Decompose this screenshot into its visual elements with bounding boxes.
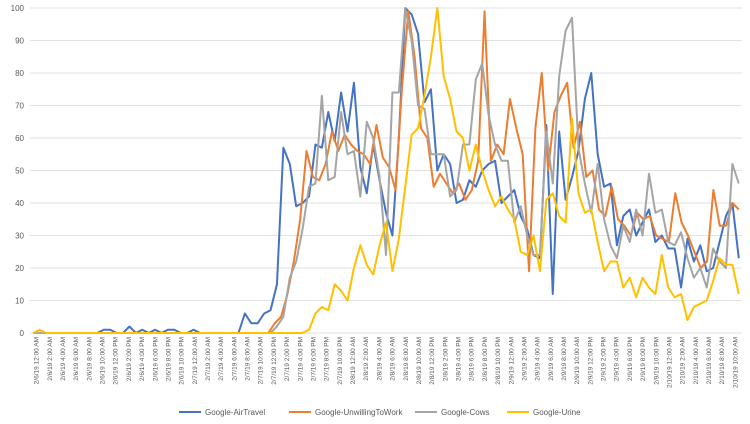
- x-tick-label: 2/8/19 12:00 PM: [429, 337, 436, 385]
- x-tick-label: 2/9/19 12:00 PM: [587, 337, 594, 385]
- x-tick-label: 2/7/19 12:00 AM: [192, 337, 199, 384]
- x-tick-label: 2/8/19 4:00 AM: [376, 337, 383, 381]
- y-tick-label: 60: [15, 134, 24, 143]
- y-tick-label: 30: [15, 232, 24, 241]
- legend-item: Google-Cows: [415, 408, 489, 417]
- x-tick-label: 2/9/19 2:00 AM: [521, 337, 528, 381]
- x-tick-label: 2/6/19 2:00 PM: [126, 337, 133, 381]
- legend-item: Google-UnwillingToWork: [289, 408, 403, 417]
- x-tick-label: 2/10/19 4:00 AM: [693, 337, 700, 384]
- x-tick-label: 2/10/19 6:00 AM: [706, 337, 713, 384]
- x-tick-label: 2/7/19 4:00 AM: [218, 337, 225, 381]
- x-tick-label: 2/9/19 4:00 PM: [614, 337, 621, 381]
- x-tick-label: 2/9/19 12:00 AM: [508, 337, 515, 384]
- x-tick-label: 2/8/19 2:00 AM: [363, 337, 370, 381]
- x-tick-label: 2/7/19 8:00 PM: [324, 337, 331, 381]
- y-tick-label: 0: [20, 329, 25, 338]
- x-tick-label: 2/8/19 6:00 AM: [390, 337, 397, 381]
- series-line-0: [33, 7, 740, 334]
- y-axis-ticks: 0 10 20 30 40 50 60 70 80 90 100: [11, 4, 25, 338]
- x-tick-label: 2/8/19 4:00 PM: [456, 337, 463, 381]
- x-tick-label: 2/9/19 10:00 AM: [574, 337, 581, 384]
- gridlines: [30, 7, 742, 334]
- x-tick-label: 2/9/19 6:00 AM: [548, 337, 555, 381]
- y-tick-label: 50: [15, 167, 24, 176]
- legend: Google-AirTravel Google-UnwillingToWork Go…: [179, 408, 581, 417]
- x-tick-label: 2/9/19 6:00 PM: [627, 337, 634, 381]
- x-tick-label: 2/8/19 2:00 PM: [442, 337, 449, 381]
- x-tick-label: 2/6/19 2:00 AM: [47, 337, 54, 381]
- x-tick-label: 2/6/19 8:00 PM: [165, 337, 172, 381]
- x-tick-label: 2/6/19 12:00 AM: [34, 337, 41, 384]
- x-tick-label: 2/9/19 8:00 AM: [561, 337, 568, 381]
- x-tick-label: 2/10/19 2:00 AM: [680, 337, 687, 384]
- x-tick-label: 2/6/19 8:00 AM: [86, 337, 93, 381]
- x-tick-label: 2/7/19 4:00 PM: [297, 337, 304, 381]
- x-tick-label: 2/6/19 10:00 PM: [179, 337, 186, 385]
- y-tick-label: 10: [15, 297, 24, 306]
- legend-label: Google-UnwillingToWork: [315, 408, 403, 417]
- series-line-3: [32, 7, 740, 334]
- x-tick-label: 2/9/19 2:00 PM: [601, 337, 608, 381]
- x-tick-label: 2/6/19 10:00 AM: [100, 337, 107, 384]
- x-tick-label: 2/10/19 10:00 AM: [732, 337, 739, 388]
- x-tick-label: 2/9/19 10:00 PM: [653, 337, 660, 385]
- y-tick-label: 40: [15, 199, 24, 208]
- x-tick-label: 2/7/19 6:00 AM: [231, 337, 238, 381]
- legend-item: Google-AirTravel: [179, 408, 265, 417]
- x-tick-label: 2/8/19 12:00 AM: [350, 337, 357, 384]
- legend-item: Google-Urine: [507, 408, 581, 417]
- x-tick-label: 2/6/19 4:00 AM: [60, 337, 67, 381]
- x-tick-label: 2/10/19 8:00 AM: [719, 337, 726, 384]
- x-tick-label: 2/7/19 10:00 AM: [258, 337, 265, 384]
- x-tick-label: 2/8/19 10:00 AM: [416, 337, 423, 384]
- x-tick-label: 2/9/19 8:00 PM: [640, 337, 647, 381]
- legend-label: Google-Urine: [533, 408, 581, 417]
- x-tick-label: 2/7/19 2:00 PM: [284, 337, 291, 381]
- x-tick-label: 2/7/19 12:00 PM: [271, 337, 278, 385]
- x-tick-label: 2/8/19 8:00 AM: [403, 337, 410, 381]
- x-axis-ticks: 2/6/19 12:00 AM 2/6/19 2:00 AM 2/6/19 4:00…: [34, 337, 740, 388]
- x-tick-label: 2/8/19 8:00 PM: [482, 337, 489, 381]
- y-tick-label: 90: [15, 37, 24, 46]
- y-tick-label: 70: [15, 102, 24, 111]
- x-tick-label: 2/7/19 6:00 PM: [310, 337, 317, 381]
- x-tick-label: 2/6/19 6:00 AM: [73, 337, 80, 381]
- x-tick-label: 2/8/19 6:00 PM: [469, 337, 476, 381]
- x-tick-label: 2/7/19 2:00 AM: [205, 337, 212, 381]
- y-tick-label: 20: [15, 264, 24, 273]
- x-tick-label: 2/7/19 8:00 AM: [245, 337, 252, 381]
- legend-label: Google-AirTravel: [205, 408, 265, 417]
- x-tick-label: 2/7/19 10:00 PM: [337, 337, 344, 385]
- x-tick-label: 2/8/19 10:00 PM: [495, 337, 502, 385]
- x-tick-label: 2/10/19 12:00 AM: [666, 337, 673, 388]
- series-lines: [32, 7, 740, 334]
- x-tick-label: 2/6/19 6:00 PM: [152, 337, 159, 381]
- x-tick-label: 2/6/19 4:00 PM: [139, 337, 146, 381]
- y-tick-label: 80: [15, 69, 24, 78]
- y-tick-label: 100: [11, 4, 25, 13]
- legend-label: Google-Cows: [441, 408, 489, 417]
- x-tick-label: 2/9/19 4:00 AM: [535, 337, 542, 381]
- x-tick-label: 2/6/19 12:00 PM: [113, 337, 120, 385]
